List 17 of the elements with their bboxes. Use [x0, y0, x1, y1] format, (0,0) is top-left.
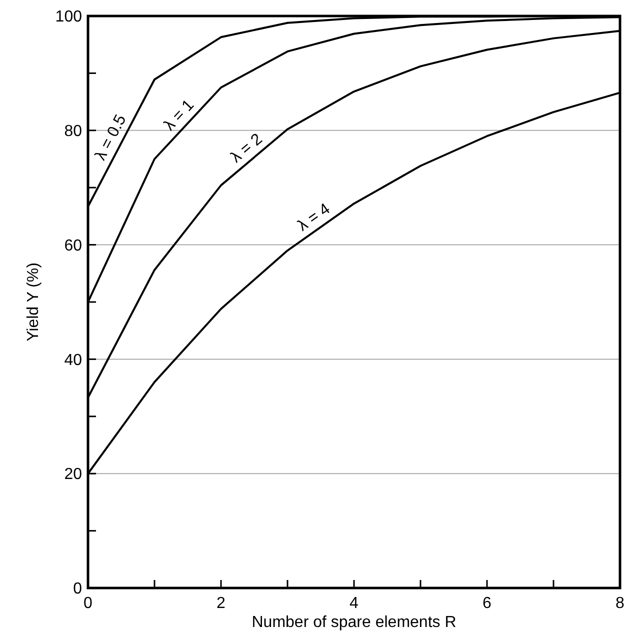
- y-tick-label: 40: [64, 352, 82, 369]
- y-tick-label: 60: [64, 237, 82, 254]
- text: λ = 4: [294, 200, 334, 235]
- text: λ = 0.5: [92, 112, 130, 164]
- x-tick-label: 2: [216, 595, 226, 612]
- x-tick-label: 4: [350, 595, 359, 612]
- y-tick-label: 80: [64, 123, 82, 140]
- y-axis-title: Yield Y (%): [25, 262, 42, 342]
- text: λ = 1: [161, 96, 198, 134]
- text: λ = 2: [228, 130, 266, 166]
- x-tick-label: 0: [84, 595, 93, 612]
- y-tick-label: 0: [73, 580, 82, 598]
- x-axis-title: Number of spare elements R: [252, 614, 456, 631]
- x-tick-label: 6: [482, 595, 492, 612]
- x-tick-label: 8: [616, 595, 625, 612]
- y-tick-label: 20: [64, 466, 82, 484]
- y-tick-label: 100: [55, 8, 82, 26]
